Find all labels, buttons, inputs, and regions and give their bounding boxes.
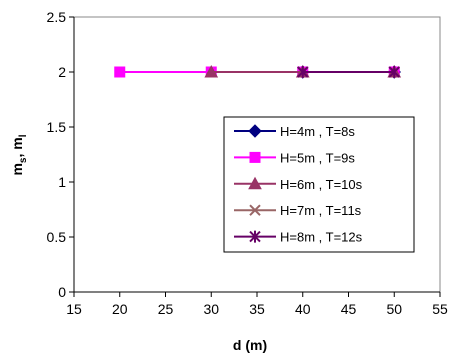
x-tick-label: 15 [66,301,82,317]
series-5 [297,66,400,78]
y-tick-label: 1.5 [47,119,67,135]
x-axis-label: d (m) [233,337,267,353]
y-tick-label: 0 [58,284,66,300]
legend-entry: H=4m , T=8s [234,124,355,139]
legend: H=4m , T=8s H=5m , T=9s H=6m , T=10s H=7m ,… [223,116,415,253]
x-tick-label: 25 [158,301,174,317]
y-axis-label-sub1: s [18,157,29,163]
x-tick-label: 40 [295,301,311,317]
legend-label: H=5m , T=9s [280,150,355,165]
legend-marker [249,230,261,243]
y-axis-label-sep: , m [9,137,25,157]
data-point-star [388,66,400,78]
legend-marker [248,176,262,190]
y-axis-label-base: m [9,163,25,175]
legend-entry: H=8m , T=12s [234,230,363,245]
legend-label: H=4m , T=8s [280,124,355,139]
x-tick-label: 20 [112,301,128,317]
x-tick-label: 55 [432,301,448,317]
x-tick-label: 35 [249,301,265,317]
data-point-triangle [204,64,219,78]
x-tick-label: 30 [203,301,219,317]
y-tick-label: 2.5 [47,9,67,25]
legend-entry: H=5m , T=9s [234,150,355,165]
legend-label: H=8m , T=12s [280,230,363,245]
legend-entry: H=7m , T=11s [234,203,362,218]
x-tick-label: 50 [386,301,402,317]
legend-entry: H=6m , T=10s [234,176,363,192]
series-layer [114,64,402,79]
x-tick-label: 45 [341,301,357,317]
data-point-square [114,66,126,78]
legend-label: H=6m , T=10s [280,177,363,192]
data-point-star [297,66,309,78]
legend-label: H=7m , T=11s [280,203,362,218]
y-tick-label: 1 [58,174,66,190]
y-tick-label: 2 [58,64,66,80]
y-tick-label: 0.5 [47,229,67,245]
y-axis-label-sub2: l [18,134,29,137]
legend-marker [249,204,261,216]
y-axis-label: ms, ml [9,134,29,175]
legend-marker [248,124,262,138]
axis-ticks: 15 20 25 30 35 40 45 50 55 0 0.5 1 1.5 2 2.5 [47,9,448,317]
legend-marker [249,151,261,163]
